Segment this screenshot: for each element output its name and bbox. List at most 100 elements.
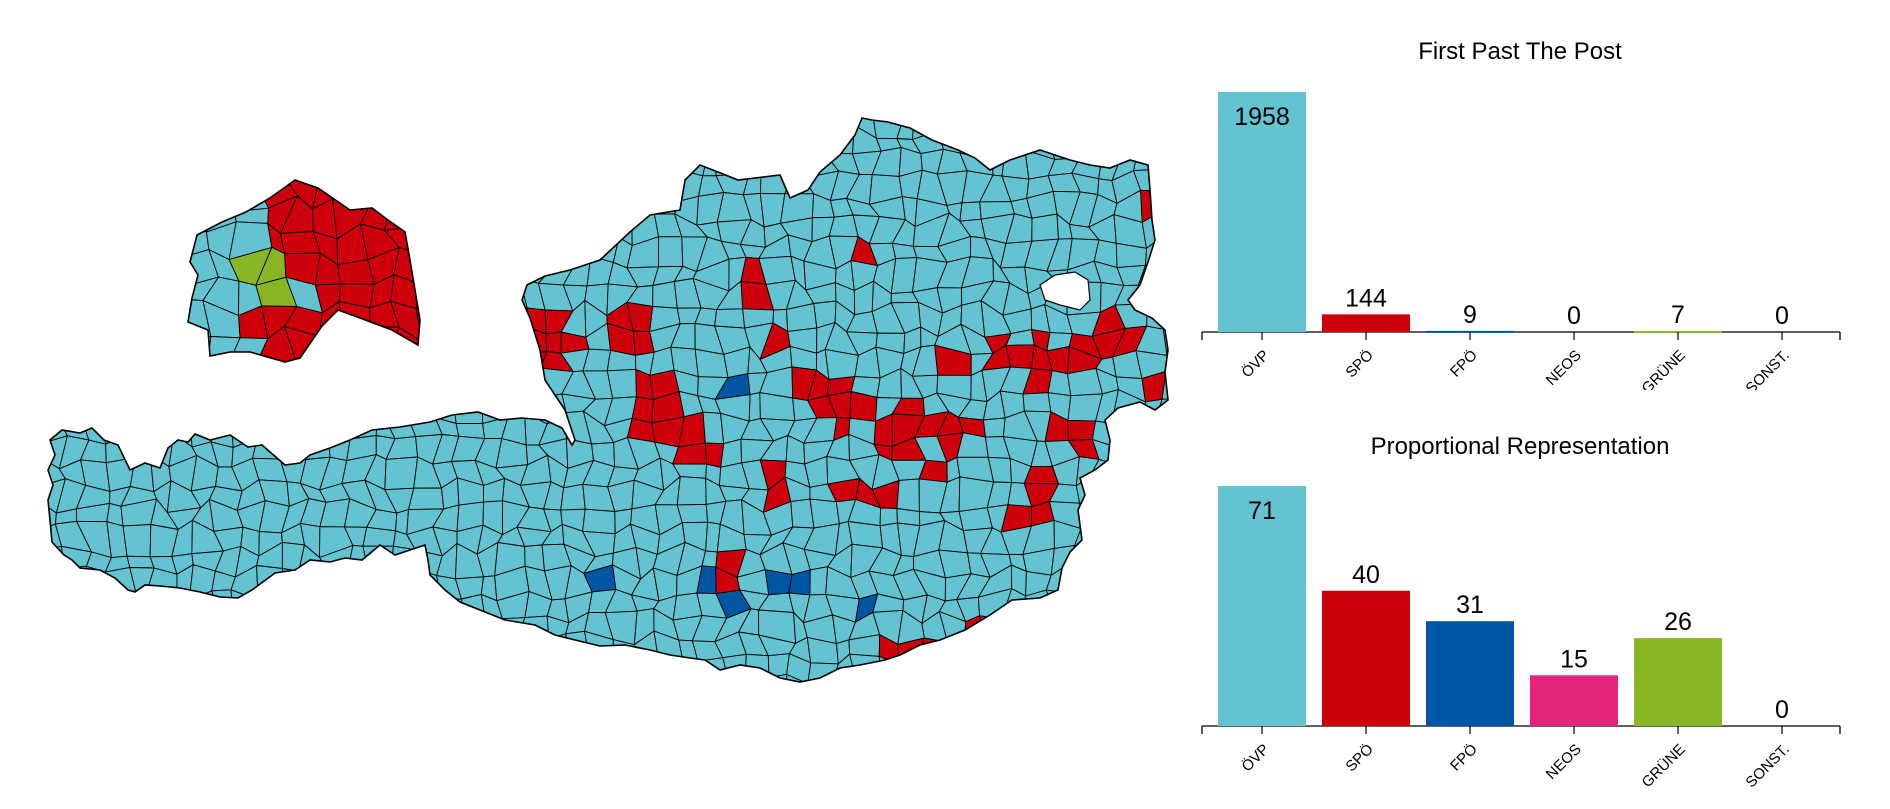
bar-4 — [1634, 638, 1722, 726]
municipality-cell — [121, 436, 155, 457]
municipality-cell — [958, 675, 987, 710]
municipality-cell — [1133, 587, 1168, 623]
municipality-cell — [83, 633, 113, 666]
municipality-cell — [304, 635, 321, 655]
municipality-cell — [170, 220, 197, 236]
municipality-cell — [176, 697, 201, 725]
municipality-cell — [617, 682, 633, 711]
municipality-cell — [324, 393, 351, 424]
municipality-cell — [233, 619, 258, 640]
municipality-cell — [429, 222, 462, 247]
municipality-cell — [487, 198, 509, 226]
municipality-cell — [169, 111, 199, 140]
municipality-cell — [62, 658, 85, 689]
municipality-cell — [523, 127, 551, 156]
municipality-cell — [590, 662, 619, 687]
municipality-cell — [523, 219, 552, 246]
municipality-cell — [76, 266, 108, 294]
municipality-cell — [57, 137, 85, 161]
municipality-cell — [519, 149, 552, 183]
municipality-cell — [176, 371, 192, 390]
municipality-cell — [333, 175, 374, 198]
municipality-cell — [276, 108, 309, 137]
municipality-cell — [429, 235, 464, 270]
municipality-cell — [84, 678, 108, 710]
municipality-cell — [1091, 610, 1122, 642]
municipality-cell — [456, 125, 485, 157]
municipality-cell — [349, 589, 375, 620]
municipality-cell — [893, 699, 926, 733]
municipality-cell — [453, 270, 483, 288]
municipality-cell — [519, 616, 548, 639]
municipality-cell — [36, 679, 70, 708]
municipality-cell — [429, 330, 458, 353]
municipality-cell — [146, 594, 177, 618]
municipality-cell — [1163, 661, 1180, 690]
municipality-cell — [1134, 521, 1162, 545]
municipality-cell — [58, 173, 79, 205]
municipality-cell — [33, 173, 63, 204]
municipality-cell — [36, 116, 66, 137]
municipality-cell — [350, 324, 371, 355]
municipality-cell — [299, 707, 333, 734]
x-tick-label: GRÜNE — [1638, 740, 1689, 791]
municipality-cell — [389, 176, 424, 212]
municipality-cell — [567, 126, 596, 159]
municipality-cell — [1164, 290, 1180, 308]
municipality-cell — [1091, 637, 1117, 660]
municipality-cell — [109, 156, 126, 177]
municipality-cell — [1068, 420, 1096, 440]
municipality-cell — [149, 612, 173, 634]
municipality-cell — [723, 679, 751, 710]
municipality-cell — [478, 242, 503, 270]
municipality-cell — [679, 661, 700, 682]
municipality-cell — [39, 373, 69, 400]
municipality-cell — [566, 193, 596, 216]
municipality-cell — [364, 104, 386, 136]
municipality-cell — [1115, 569, 1145, 587]
municipality-cell — [413, 350, 440, 380]
municipality-cell — [677, 504, 707, 522]
municipality-cell — [1089, 106, 1118, 137]
municipality-cell — [39, 589, 62, 612]
municipality-cell — [367, 350, 398, 381]
municipality-cell — [1133, 576, 1168, 601]
municipality-cell — [33, 147, 58, 184]
municipality-cell — [454, 313, 481, 335]
municipality-cell — [946, 675, 970, 710]
municipality-cell — [1140, 544, 1162, 577]
municipality-cell — [240, 170, 266, 205]
municipality-cell — [393, 609, 420, 640]
municipality-cell — [770, 128, 786, 152]
bar-value-label: 0 — [1775, 302, 1789, 330]
municipality-cell — [543, 677, 575, 708]
municipality-cell — [1155, 504, 1180, 524]
municipality-cell — [1029, 675, 1052, 701]
municipality-cell — [393, 587, 420, 610]
bar-value-label: 7 — [1671, 301, 1685, 329]
municipality-cell — [521, 105, 552, 136]
municipality-cell — [1118, 610, 1148, 640]
municipality-cell — [145, 654, 170, 683]
municipality-cell — [256, 613, 286, 640]
municipality-cell — [324, 125, 348, 160]
municipality-cell — [278, 371, 308, 397]
municipality-cell — [347, 616, 376, 637]
municipality-cell — [223, 679, 244, 708]
municipality-cell — [108, 176, 126, 205]
municipality-cell — [121, 411, 155, 445]
municipality-cell — [172, 235, 188, 270]
municipality-cell — [166, 609, 201, 633]
municipality-cell — [1095, 707, 1116, 732]
municipality-cell — [1023, 613, 1054, 640]
municipality-cell — [475, 705, 501, 728]
municipality-cell — [235, 182, 269, 212]
municipality-cell — [152, 171, 180, 195]
municipality-cell — [102, 247, 130, 269]
municipality-cell — [278, 391, 308, 422]
municipality-cell — [38, 238, 56, 263]
municipality-cell — [454, 107, 480, 131]
municipality-cell — [62, 612, 89, 640]
municipality-cell — [195, 609, 220, 640]
municipality-cell — [763, 702, 788, 726]
